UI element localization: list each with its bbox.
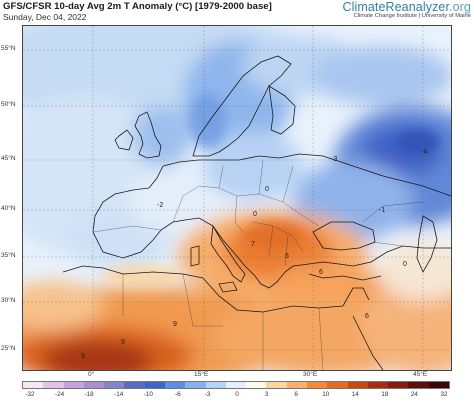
- lat-label-45: 45°N: [1, 155, 16, 162]
- colorbar-tick-label: 14: [351, 391, 359, 398]
- colorbar-tick-label: 32: [440, 391, 448, 398]
- lat-label-55: 55°N: [1, 45, 16, 52]
- contour-label: -4: [421, 149, 427, 156]
- border-balkans: [252, 221, 304, 267]
- coast-sicily: [218, 281, 238, 293]
- contour-label: 9: [81, 353, 85, 360]
- coast-ireland: [114, 129, 134, 151]
- border-iberia: [92, 225, 162, 233]
- contour-label: -2: [157, 202, 163, 209]
- coast-turkey: [308, 273, 382, 281]
- colorbar-tick-label: 0: [235, 391, 239, 398]
- brand-name: ClimateReanalyzer.org: [342, 0, 471, 14]
- coast-scandinavia: [192, 55, 292, 157]
- brand-name-main: ClimateReanalyzer: [342, 0, 450, 14]
- lat-label-30: 30°N: [1, 297, 16, 304]
- coast-britain: [134, 111, 162, 159]
- contour-label: 9: [121, 339, 125, 346]
- contour-label: 9: [173, 321, 177, 328]
- border-meridians: [218, 159, 294, 233]
- colorbar-swatch: [286, 382, 307, 388]
- colorbar-swatch: [266, 382, 287, 388]
- colorbar-swatch: [408, 382, 429, 388]
- contour-label: 0: [265, 186, 269, 193]
- colorbar-swatch: [388, 382, 409, 388]
- colorbar-swatch: [185, 382, 206, 388]
- colorbar-swatch: [246, 382, 267, 388]
- colorbar-tick-label: 24: [410, 391, 418, 398]
- colorbar-swatch: [205, 382, 226, 388]
- border-caucasus: [362, 201, 424, 247]
- coast-italy: [210, 224, 246, 283]
- brand-logo[interactable]: ClimateReanalyzer.org Climate Change Ins…: [342, 0, 471, 19]
- lon-label-0: 0°: [88, 371, 95, 378]
- anomaly-detail: [103, 93, 440, 288]
- colorbar-tick-label: 10: [322, 391, 330, 398]
- contour-label: 6: [319, 269, 323, 276]
- coast-caspian: [416, 215, 438, 273]
- contour-label: 6: [285, 253, 289, 260]
- lat-label-50: 50°N: [1, 101, 16, 108]
- contour-label: 0: [403, 261, 407, 268]
- anomaly-map-svg: -2 0 -3 0 6 6 9 -1 0 6 7 -4 9 9: [23, 26, 451, 370]
- brand-name-suffix: .org: [449, 0, 471, 14]
- brand-subtitle: Climate Change Institute | University of…: [353, 13, 472, 19]
- colorbar-tick-label: 18: [381, 391, 389, 398]
- colorbar-swatch: [306, 382, 328, 388]
- lon-label-15e: 15°E: [194, 371, 209, 378]
- colorbar-tick-label: -18: [84, 391, 94, 398]
- coast-mediterranean-north: [92, 165, 451, 289]
- contour-label: -3: [331, 156, 337, 163]
- colorbar-tick-label: -3: [204, 391, 211, 398]
- header: GFS/CFSR 10-day Avg 2m T Anomaly (°C) [1…: [0, 0, 474, 24]
- colorbar-swatch: [43, 382, 64, 388]
- contour-label: 6: [365, 313, 369, 320]
- lat-label-40: 40°N: [1, 205, 16, 212]
- contour-label: 7: [251, 241, 255, 248]
- colorbar-swatch: [104, 382, 125, 388]
- colorbar-swatch: [164, 382, 186, 388]
- coast-finland: [268, 85, 296, 135]
- lat-label-25: 25°N: [1, 345, 16, 352]
- map-date: Sunday, Dec 04, 2022: [3, 12, 87, 22]
- colorbar-swatch: [347, 382, 368, 388]
- colorbar-tick-label: -10: [143, 391, 153, 398]
- colorbar-swatch: [367, 382, 389, 388]
- anomaly-map: -2 0 -3 0 6 6 9 -1 0 6 7 -4 9 9: [22, 25, 452, 371]
- lon-label-45e: 45°E: [413, 371, 428, 378]
- colorbar-swatch: [83, 382, 105, 388]
- colorbar-swatch: [124, 382, 145, 388]
- colorbar-tick-label: -32: [25, 391, 35, 398]
- colorbar-tick-label: 6: [294, 391, 298, 398]
- coast-sardinia: [190, 245, 200, 267]
- coast-levant: [342, 287, 370, 307]
- colorbar-swatch: [144, 382, 165, 388]
- colorbar-tick-label: -24: [55, 391, 65, 398]
- colorbar-tick-label: -6: [175, 391, 181, 398]
- lon-label-30e: 30°E: [303, 371, 318, 378]
- map-title: GFS/CFSR 10-day Avg 2m T Anomaly (°C) [1…: [3, 1, 272, 12]
- colorbar: [22, 381, 450, 389]
- contour-label: -1: [379, 207, 385, 214]
- contour-labels: -2 0 -3 0 6 6 9 -1 0 6 7 -4 9 9: [81, 149, 427, 360]
- country-borders: [92, 159, 424, 370]
- border-africa: [122, 273, 324, 370]
- contour-label: 0: [253, 211, 257, 218]
- colorbar-swatch: [63, 382, 84, 388]
- coast-red-sea: [352, 315, 384, 370]
- coast-north-africa: [62, 265, 344, 313]
- colorbar-swatch: [327, 382, 348, 388]
- colorbar-swatch: [428, 382, 449, 388]
- lat-label-35: 35°N: [1, 252, 16, 259]
- colorbar-swatch: [225, 382, 247, 388]
- colorbar-swatch: [23, 382, 44, 388]
- colorbar-tick-label: 3: [264, 391, 269, 398]
- graticule: [23, 26, 451, 370]
- coast-black-sea: [312, 221, 376, 251]
- colorbar-tick-label: -14: [114, 391, 124, 398]
